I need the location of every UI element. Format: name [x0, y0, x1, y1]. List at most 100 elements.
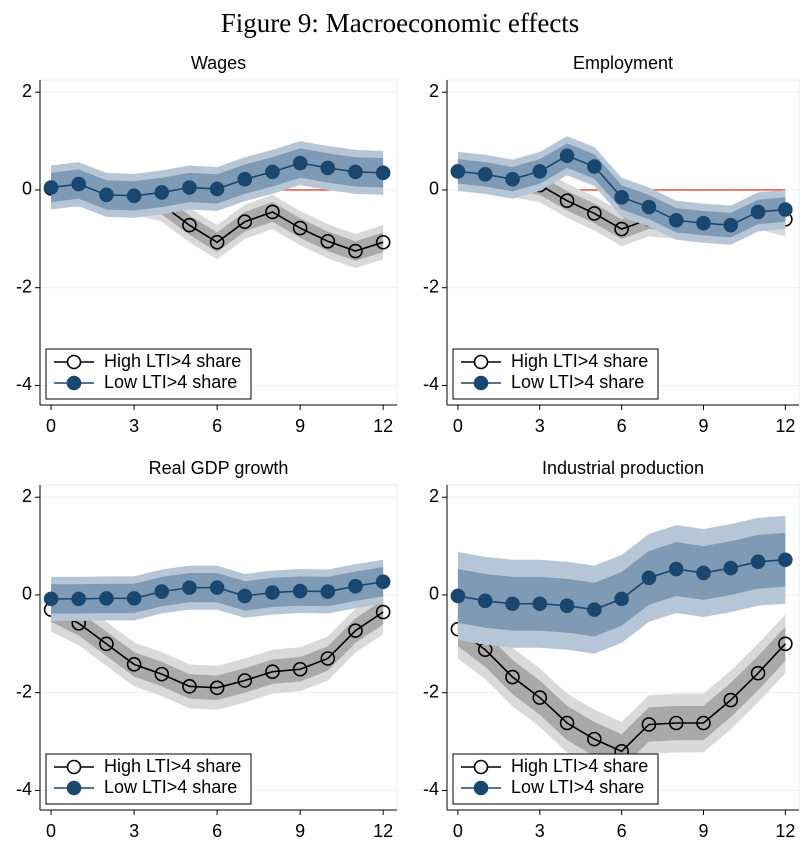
- legend-label: High LTI>4 share: [104, 351, 241, 371]
- marker: [668, 212, 684, 228]
- marker: [375, 165, 391, 181]
- legend-label: High LTI>4 share: [104, 756, 241, 776]
- panel-title: Wages: [191, 53, 246, 73]
- x-tick-label: 9: [698, 821, 708, 841]
- legend-label: Low LTI>4 share: [104, 372, 237, 392]
- marker: [559, 193, 575, 209]
- legend-box: [452, 753, 659, 805]
- x-tick-label: 3: [129, 416, 139, 436]
- legend-marker: [473, 354, 489, 370]
- x-tick-label: 3: [535, 416, 545, 436]
- marker: [126, 188, 142, 204]
- y-tick-label: -4: [423, 779, 439, 799]
- y-tick-label: -2: [423, 276, 439, 296]
- marker: [614, 189, 629, 205]
- marker: [641, 199, 657, 215]
- y-tick-label: 0: [429, 179, 439, 199]
- x-tick-label: 12: [775, 416, 795, 436]
- x-tick-label: 0: [46, 416, 56, 436]
- series-line: [457, 628, 786, 753]
- marker: [750, 204, 766, 220]
- legend-label: Low LTI>4 share: [104, 777, 237, 797]
- marker: [348, 578, 363, 594]
- marker: [477, 593, 493, 609]
- marker: [237, 588, 253, 604]
- x-tick-label: 6: [617, 821, 627, 841]
- marker: [182, 217, 197, 233]
- legend-label: Low LTI>4 share: [511, 777, 644, 797]
- marker: [43, 180, 59, 195]
- marker: [292, 155, 308, 171]
- marker: [71, 176, 87, 192]
- legend-marker: [66, 354, 82, 370]
- marker: [723, 692, 739, 708]
- y-tick-label: 2: [22, 81, 32, 101]
- legend-marker: [473, 375, 489, 391]
- marker: [375, 234, 391, 250]
- marker: [559, 598, 575, 614]
- marker: [587, 159, 602, 174]
- x-tick-label: 9: [295, 821, 305, 841]
- x-tick-label: 3: [129, 821, 139, 841]
- marker: [559, 715, 575, 731]
- marker: [265, 585, 280, 600]
- marker: [99, 591, 114, 606]
- marker: [450, 164, 466, 179]
- legend-marker: [473, 759, 489, 775]
- marker: [320, 651, 336, 666]
- x-tick-label: 12: [775, 821, 795, 841]
- marker: [750, 665, 766, 681]
- marker: [750, 554, 766, 570]
- marker: [209, 580, 225, 595]
- marker: [71, 591, 87, 607]
- marker: [559, 148, 575, 164]
- y-tick-label: -2: [16, 681, 32, 701]
- marker: [668, 715, 684, 731]
- y-tick-label: -4: [423, 374, 439, 394]
- confidence-band: [51, 148, 384, 211]
- panel-title: Industrial production: [542, 458, 704, 478]
- y-tick-label: -4: [16, 779, 32, 799]
- x-tick-label: 6: [617, 416, 627, 436]
- y-tick-label: -2: [423, 681, 439, 701]
- y-tick-label: -4: [16, 374, 32, 394]
- x-tick-label: 0: [453, 416, 463, 436]
- marker: [265, 204, 280, 220]
- panel: Industrial production -4 -2 0 2 0 3 6 9 12 High LT…: [423, 458, 800, 841]
- panel: Employment -4 -2 0 2 0 3 6 9 12 High LTI>4 shareLo…: [423, 53, 800, 436]
- confidence-band: [457, 532, 786, 637]
- marker: [450, 588, 466, 604]
- y-tick-label: -2: [16, 276, 32, 296]
- marker: [320, 233, 336, 249]
- figure-title: Figure 9: Macroeconomic effects: [221, 8, 580, 38]
- y-tick-label: 0: [22, 179, 32, 199]
- marker: [292, 661, 308, 677]
- marker: [292, 583, 308, 599]
- marker: [778, 202, 793, 217]
- legend-box: [452, 348, 659, 400]
- marker: [265, 664, 280, 679]
- y-tick-label: 0: [429, 584, 439, 604]
- panel-title: Real GDP growth: [149, 458, 289, 478]
- x-tick-label: 3: [535, 821, 545, 841]
- marker: [778, 636, 793, 652]
- x-tick-label: 12: [373, 416, 393, 436]
- marker: [237, 171, 253, 187]
- marker: [587, 602, 602, 617]
- marker: [641, 717, 657, 732]
- marker: [477, 167, 493, 182]
- y-tick-label: 2: [22, 486, 32, 506]
- marker: [778, 552, 793, 568]
- panel-title: Employment: [573, 53, 673, 73]
- marker: [348, 243, 363, 259]
- marker: [587, 731, 602, 747]
- x-tick-label: 6: [212, 416, 222, 436]
- marker: [505, 171, 520, 187]
- marker: [209, 680, 225, 696]
- legend-label: High LTI>4 share: [511, 756, 648, 776]
